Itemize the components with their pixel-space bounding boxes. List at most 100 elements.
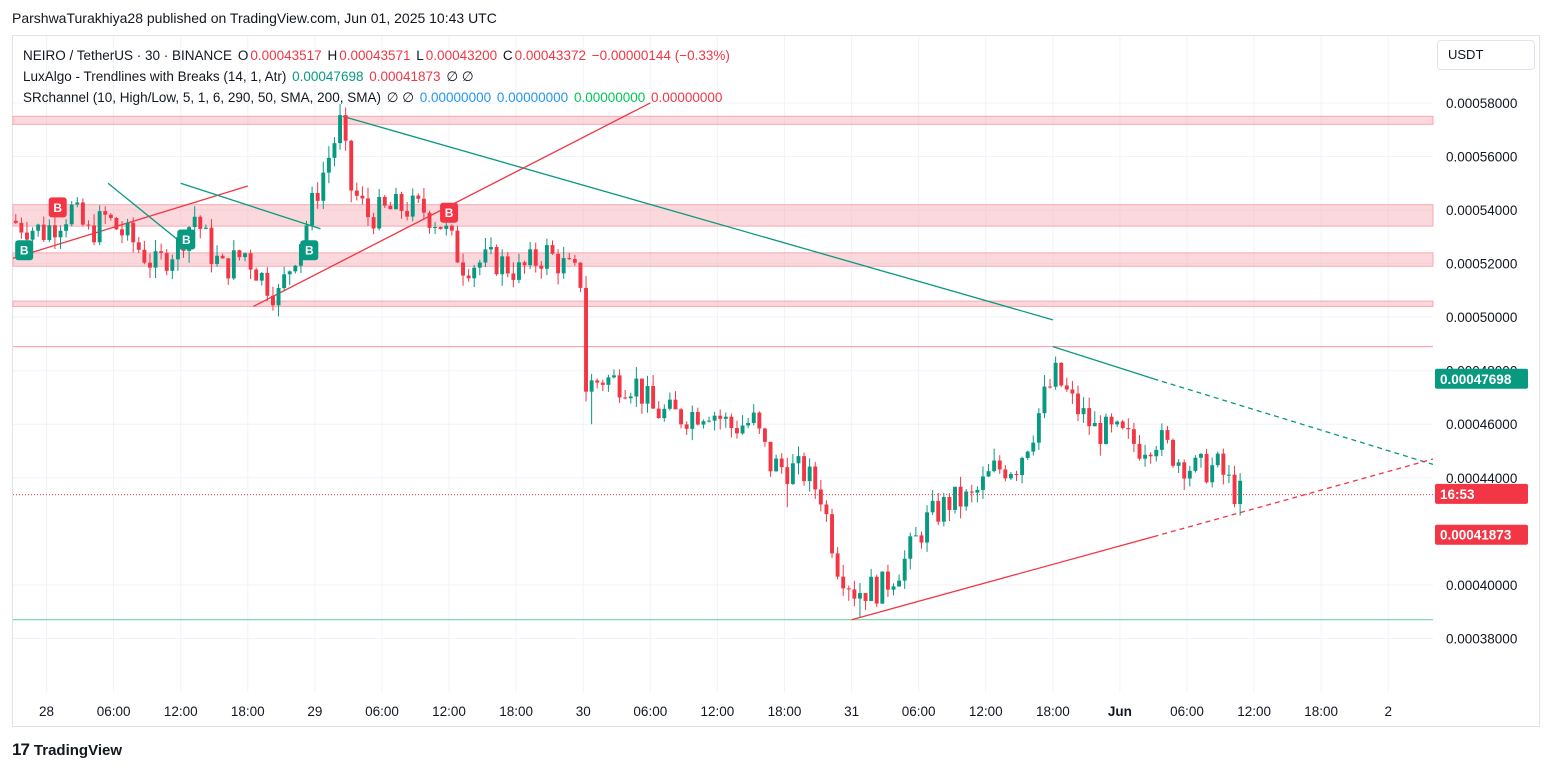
candle-body [729, 416, 734, 429]
currency-button[interactable]: USDT [1437, 40, 1535, 70]
price-tick-label: 0.00044000 [1446, 471, 1517, 486]
time-tick-label: 18:00 [231, 704, 265, 719]
price-label-text: 0.00041873 [1440, 528, 1512, 543]
candle-body [136, 242, 141, 250]
candle-body [818, 489, 823, 505]
candle-body [1103, 416, 1108, 444]
tradingview-logo-icon: 17 [12, 740, 30, 759]
candle-body [1165, 430, 1170, 440]
time-tick-label: 06:00 [633, 704, 667, 719]
price-label-text: 16:53 [1440, 487, 1475, 502]
candle-body [461, 262, 465, 276]
price-label-tag [1435, 483, 1528, 504]
candle-body [1238, 480, 1243, 505]
price-tick-label: 0.00046000 [1446, 417, 1517, 432]
candle-body [947, 497, 952, 510]
low-label: L [416, 48, 424, 63]
candle-body [321, 172, 326, 201]
luxalgo-lower-value: 0.00041873 [369, 69, 441, 84]
candle-body [612, 375, 616, 378]
candle-body [19, 222, 24, 233]
candle-body [1232, 474, 1237, 505]
chart-frame [12, 35, 1540, 727]
open-value: 0.00043517 [250, 48, 322, 63]
candle-body [835, 553, 840, 577]
candle-body [919, 535, 924, 543]
time-tick-label: 18:00 [499, 704, 533, 719]
time-tick-label: 31 [844, 704, 859, 719]
break-marker-label: B [305, 244, 314, 258]
candle-body [215, 255, 220, 264]
candle-body [1036, 413, 1041, 443]
candle-body [1154, 449, 1159, 457]
break-marker-label: B [53, 201, 62, 215]
candle-body [203, 227, 208, 229]
candle-body [572, 259, 577, 263]
candle-body [589, 380, 594, 392]
candle-body [64, 224, 69, 231]
symbol-name[interactable]: NEIRO / TetherUS · 30 · BINANCE [23, 48, 233, 63]
candle-body [265, 272, 270, 296]
candle-body [47, 225, 52, 240]
time-tick-label: Jun [1108, 704, 1132, 719]
candle-body [449, 225, 454, 231]
candle-body [1042, 386, 1047, 414]
candle-body [287, 271, 292, 275]
candle-body [1210, 465, 1215, 483]
candle-body [746, 423, 751, 426]
candle-body [231, 250, 236, 279]
candle-body [550, 245, 555, 254]
candle-body [259, 272, 264, 281]
time-tick-label: 12:00 [701, 704, 735, 719]
time-tick-label: 06:00 [365, 704, 399, 719]
candle-body [1148, 454, 1153, 457]
candle-body [673, 399, 678, 410]
price-label-text: 0.00047698 [1440, 372, 1512, 387]
candle-body [874, 576, 879, 604]
candle-body [349, 140, 354, 191]
srchannel-indicator-name[interactable]: SRchannel (10, High/Low, 5, 1, 6, 290, 5… [23, 90, 381, 105]
candle-body [1031, 442, 1036, 452]
candle-body [522, 262, 527, 266]
candle-body [1014, 474, 1019, 476]
candle-body [159, 251, 164, 253]
candle-body [360, 195, 365, 199]
candle-body [740, 425, 745, 434]
candle-body [684, 424, 689, 429]
candle-body [1131, 429, 1136, 444]
sr-zone [12, 300, 1434, 307]
candle-body [807, 466, 812, 482]
candle-body [528, 249, 533, 266]
candle-body [1064, 385, 1069, 390]
candle-body [455, 230, 460, 263]
tradingview-brand[interactable]: 17 TradingView [12, 740, 122, 760]
candle-body [1221, 453, 1226, 475]
candle-body [489, 247, 493, 250]
candle-body [930, 500, 935, 513]
break-marker [300, 240, 319, 261]
candle-body [1070, 389, 1075, 394]
candle-body [617, 375, 622, 398]
trendline [12, 185, 248, 259]
candle-body [1204, 453, 1209, 483]
candle-body [975, 489, 980, 493]
candle-body [913, 535, 918, 537]
luxalgo-indicator-name[interactable]: LuxAlgo - Trendlines with Breaks (14, 1,… [23, 69, 287, 84]
candle-body [964, 491, 969, 507]
time-tick-label: 18:00 [768, 704, 802, 719]
candle-body [304, 225, 309, 245]
candle-body [511, 273, 516, 280]
candle-body [142, 249, 147, 263]
candle-body [1092, 422, 1097, 427]
candle-body [131, 222, 136, 243]
price-label-tag [1435, 524, 1528, 545]
candle-body [438, 226, 443, 229]
candle-body [1137, 443, 1142, 459]
candle-body [651, 386, 656, 409]
candle-body [578, 262, 583, 288]
candle-body [1187, 470, 1192, 479]
luxalgo-upper-value: 0.00047698 [292, 69, 364, 84]
time-tick-label: 12:00 [969, 704, 1003, 719]
trendline [180, 182, 321, 230]
